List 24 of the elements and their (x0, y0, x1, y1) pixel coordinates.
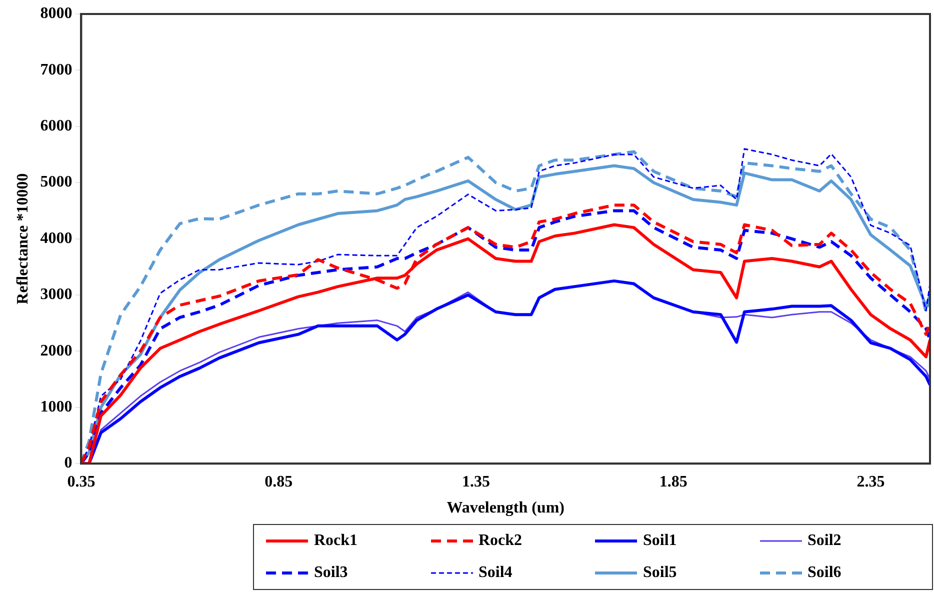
legend-label: Soil5 (643, 564, 677, 582)
y-tick-label: 0 (64, 454, 72, 472)
y-tick-label: 7000 (40, 61, 72, 78)
legend-label: Soil1 (643, 532, 677, 550)
x-tick-label: 0.85 (264, 473, 293, 490)
legend-label: Rock2 (478, 532, 522, 550)
legend-label: Soil4 (478, 564, 512, 582)
legend-label: Soil3 (314, 564, 348, 582)
y-tick-label: 8000 (40, 5, 72, 22)
x-tick-label: 2.35 (856, 473, 885, 490)
y-axis-title: Reflectance *10000 (14, 173, 32, 304)
legend-label: Soil2 (808, 532, 842, 550)
y-tick-label: 1000 (40, 398, 72, 416)
x-tick-label: 1.85 (659, 473, 688, 490)
x-axis-title: Wavelength (um) (446, 500, 564, 517)
y-tick-label: 5000 (40, 174, 72, 191)
legend-label: Soil6 (808, 564, 842, 582)
y-tick-label: 6000 (40, 118, 72, 135)
legend-label: Rock1 (314, 532, 358, 550)
y-tick-label: 2000 (40, 342, 72, 360)
y-tick-label: 4000 (40, 230, 72, 247)
x-tick-label: 1.35 (462, 473, 490, 490)
y-tick-label: 3000 (40, 286, 72, 304)
x-tick-label: 0.35 (67, 473, 96, 490)
